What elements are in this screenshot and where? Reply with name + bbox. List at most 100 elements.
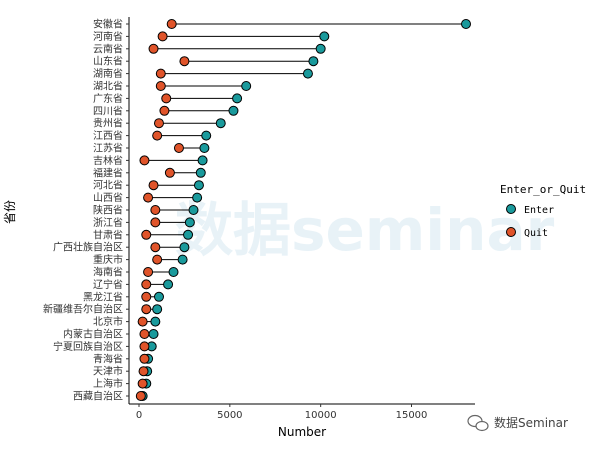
quit-point [155,68,166,79]
quit-point [152,130,163,141]
quit-point [138,366,149,377]
y-tick-label: 青海省 [93,352,123,365]
quit-point [141,291,152,302]
quit-point [148,43,159,54]
enter-point [241,81,252,91]
y-tick-label: 宁夏回族自治区 [53,340,123,353]
quit-point [179,56,190,67]
quit-point [143,267,154,277]
y-tick-label: 云南省 [93,42,123,55]
y-tick-label: 浙江省 [93,216,123,229]
enter-point [184,217,195,228]
enter-point [152,304,163,315]
plot-area [135,19,471,401]
y-tick-label: 河北省 [93,179,123,192]
quit-point [141,304,152,315]
y-tick-label: 山西省 [93,191,123,204]
quit-point [139,341,150,352]
enter-point [183,229,194,240]
y-tick-label: 广西壮族自治区 [53,241,123,254]
footer-watermark-text: 数据Seminar [494,415,568,430]
y-tick-label: 福建省 [93,166,123,179]
quit-point [150,217,161,228]
enter-point [302,68,313,79]
enter-point [315,43,326,54]
x-tick-label: 15000 [396,410,428,421]
x-tick-label: 0 [136,410,142,421]
legend-label-quit: Quit [524,228,548,239]
quit-point [159,105,170,116]
quit-point [143,192,154,203]
x-tick-label: 5000 [217,410,242,421]
wechat-icon [467,414,489,432]
enter-point [148,329,159,339]
y-tick-label: 广东省 [93,92,123,105]
x-axis-title: Number [278,425,326,439]
enter-point [232,93,243,104]
enter-point [461,19,471,29]
y-tick-label: 重庆市 [93,253,123,266]
legend-title: Enter_or_Quit [500,183,586,196]
legend-key-quit [506,227,516,237]
y-tick-label: 江西省 [93,129,123,142]
quit-point [148,180,159,191]
y-tick-label: 甘肃省 [93,228,123,241]
enter-point [199,143,210,153]
enter-point [201,130,212,141]
y-tick-label: 安徽省 [93,18,123,31]
y-tick-label: 上海市 [93,377,123,390]
enter-point [192,192,203,203]
quit-point [150,242,161,253]
enter-point [168,267,179,277]
legend: Enter_or_Quit Enter Quit [500,183,586,239]
enter-point [153,291,164,302]
quit-point [139,155,150,166]
enter-point [163,279,174,290]
y-axis-title: 省份 [3,200,17,224]
quit-point [137,378,148,389]
enter-point [308,56,319,67]
y-tick-label: 陕西省 [93,204,123,217]
enter-point [215,118,226,129]
quit-point [157,31,168,42]
quit-point [141,279,152,290]
quit-point [164,167,175,178]
legend-label-enter: Enter [524,205,554,216]
enter-point [188,205,199,215]
enter-point [195,167,206,178]
quit-point [141,229,152,240]
enter-point [150,316,161,327]
quit-point [155,81,166,91]
quit-point [139,353,150,364]
quit-point [137,316,148,327]
enter-point [319,31,330,42]
y-tick-label: 天津市 [93,365,123,378]
y-tick-label: 江苏省 [93,142,123,155]
x-tick-label: 10000 [305,410,337,421]
enter-point [193,180,204,191]
y-tick-label: 湖南省 [93,67,123,80]
enter-point [177,254,188,265]
quit-point [173,143,184,153]
y-tick-label: 湖北省 [93,80,123,93]
enter-point [179,242,190,253]
y-tick-label: 海南省 [93,266,123,279]
legend-key-enter [506,204,516,214]
y-tick-label: 新疆维吾尔自治区 [43,303,123,316]
y-tick-label: 山东省 [93,55,123,68]
background-watermark: 数据seminar [175,196,555,264]
quit-point [153,118,164,129]
y-tick-label: 黑龙江省 [83,290,123,303]
y-tick-label: 贵州省 [93,117,123,130]
x-axis-ticks: 0 5000 10000 15000 [136,404,428,421]
quit-point [152,254,163,265]
quit-point [135,391,146,401]
footer-watermark: 数据Seminar [467,414,568,432]
quit-point [166,19,177,29]
y-tick-label: 辽宁省 [93,278,123,291]
y-tick-label: 吉林省 [93,154,123,167]
y-axis-ticks: 安徽省河南省云南省山东省湖南省湖北省广东省四川省贵州省江西省江苏省吉林省福建省河… [43,18,129,403]
quit-point [139,329,150,339]
y-tick-label: 四川省 [93,104,123,117]
